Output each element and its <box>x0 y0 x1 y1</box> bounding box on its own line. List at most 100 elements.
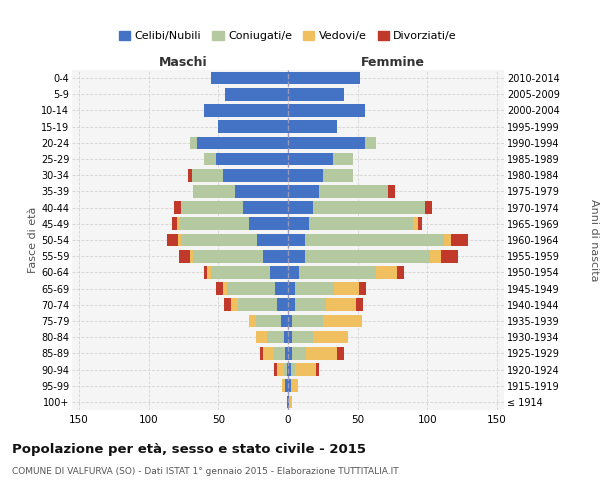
Bar <box>285 347 288 360</box>
Bar <box>190 136 197 149</box>
Bar <box>306 347 337 360</box>
Bar <box>193 250 263 262</box>
Bar <box>288 120 337 133</box>
Bar <box>292 331 313 344</box>
Bar <box>326 298 356 311</box>
Bar <box>174 202 181 214</box>
Bar <box>289 396 292 408</box>
Bar <box>205 104 288 117</box>
Bar <box>288 363 291 376</box>
Bar <box>291 380 298 392</box>
Bar <box>288 72 361 85</box>
Bar <box>288 396 289 408</box>
Text: Popolazione per età, sesso e stato civile - 2015: Popolazione per età, sesso e stato civil… <box>12 442 366 456</box>
Bar <box>332 152 353 166</box>
Bar <box>305 250 430 262</box>
Text: COMUNE DI VALFURVA (SO) - Dati ISTAT 1° gennaio 2015 - Elaborazione TUTTITALIA.I: COMUNE DI VALFURVA (SO) - Dati ISTAT 1° … <box>12 468 398 476</box>
Bar <box>413 218 418 230</box>
Bar <box>275 282 288 295</box>
Bar <box>211 72 288 85</box>
Bar <box>376 266 397 278</box>
Text: Anni di nascita: Anni di nascita <box>589 198 599 281</box>
Bar <box>441 250 458 262</box>
Bar <box>277 298 288 311</box>
Bar <box>176 218 179 230</box>
Bar <box>223 282 227 295</box>
Bar <box>238 298 277 311</box>
Bar <box>337 347 344 360</box>
Bar <box>181 234 257 246</box>
Bar <box>231 298 238 311</box>
Bar <box>181 202 244 214</box>
Bar <box>288 347 292 360</box>
Bar <box>365 136 376 149</box>
Bar <box>288 136 365 149</box>
Bar <box>444 234 451 246</box>
Bar <box>284 331 288 344</box>
Bar <box>249 218 288 230</box>
Bar <box>288 282 295 295</box>
Bar <box>309 218 413 230</box>
Bar <box>211 266 270 278</box>
Bar <box>235 185 288 198</box>
Bar <box>295 363 316 376</box>
Bar <box>316 363 319 376</box>
Bar <box>334 282 359 295</box>
Bar <box>274 347 285 360</box>
Bar <box>225 88 288 101</box>
Bar <box>451 234 468 246</box>
Bar <box>356 298 363 311</box>
Bar <box>188 169 192 181</box>
Bar <box>288 266 299 278</box>
Bar <box>288 218 309 230</box>
Bar <box>263 347 274 360</box>
Bar <box>288 202 313 214</box>
Text: Femmine: Femmine <box>361 56 425 69</box>
Bar <box>323 169 353 181</box>
Bar <box>256 314 281 328</box>
Bar <box>313 331 348 344</box>
Bar <box>299 266 376 278</box>
Bar <box>292 314 323 328</box>
Bar <box>288 88 344 101</box>
Bar <box>215 282 223 295</box>
Bar <box>288 152 332 166</box>
Bar <box>244 202 288 214</box>
Bar <box>288 250 305 262</box>
Bar <box>397 266 404 278</box>
Bar <box>359 282 366 295</box>
Bar <box>257 234 288 246</box>
Bar <box>295 282 334 295</box>
Bar <box>270 266 288 278</box>
Bar <box>167 234 178 246</box>
Bar <box>207 266 211 278</box>
Bar <box>285 380 288 392</box>
Bar <box>287 363 288 376</box>
Bar <box>192 169 223 181</box>
Bar <box>227 282 275 295</box>
Bar <box>179 250 190 262</box>
Bar <box>260 347 263 360</box>
Bar <box>288 234 305 246</box>
Bar <box>305 234 444 246</box>
Bar <box>284 363 287 376</box>
Bar <box>288 298 295 311</box>
Bar <box>291 363 295 376</box>
Bar <box>295 298 326 311</box>
Bar <box>215 152 288 166</box>
Bar <box>281 314 288 328</box>
Y-axis label: Fasce di età: Fasce di età <box>28 207 38 273</box>
Bar <box>288 169 323 181</box>
Bar <box>256 331 267 344</box>
Bar <box>193 185 235 198</box>
Bar <box>288 104 365 117</box>
Bar <box>430 250 441 262</box>
Bar <box>197 136 288 149</box>
Bar <box>288 314 292 328</box>
Bar <box>263 250 288 262</box>
Bar <box>277 363 284 376</box>
Bar <box>288 380 291 392</box>
Legend: Celibi/Nubili, Coniugati/e, Vedovi/e, Divorziati/e: Celibi/Nubili, Coniugati/e, Vedovi/e, Di… <box>115 26 461 46</box>
Bar <box>288 331 292 344</box>
Bar <box>323 314 362 328</box>
